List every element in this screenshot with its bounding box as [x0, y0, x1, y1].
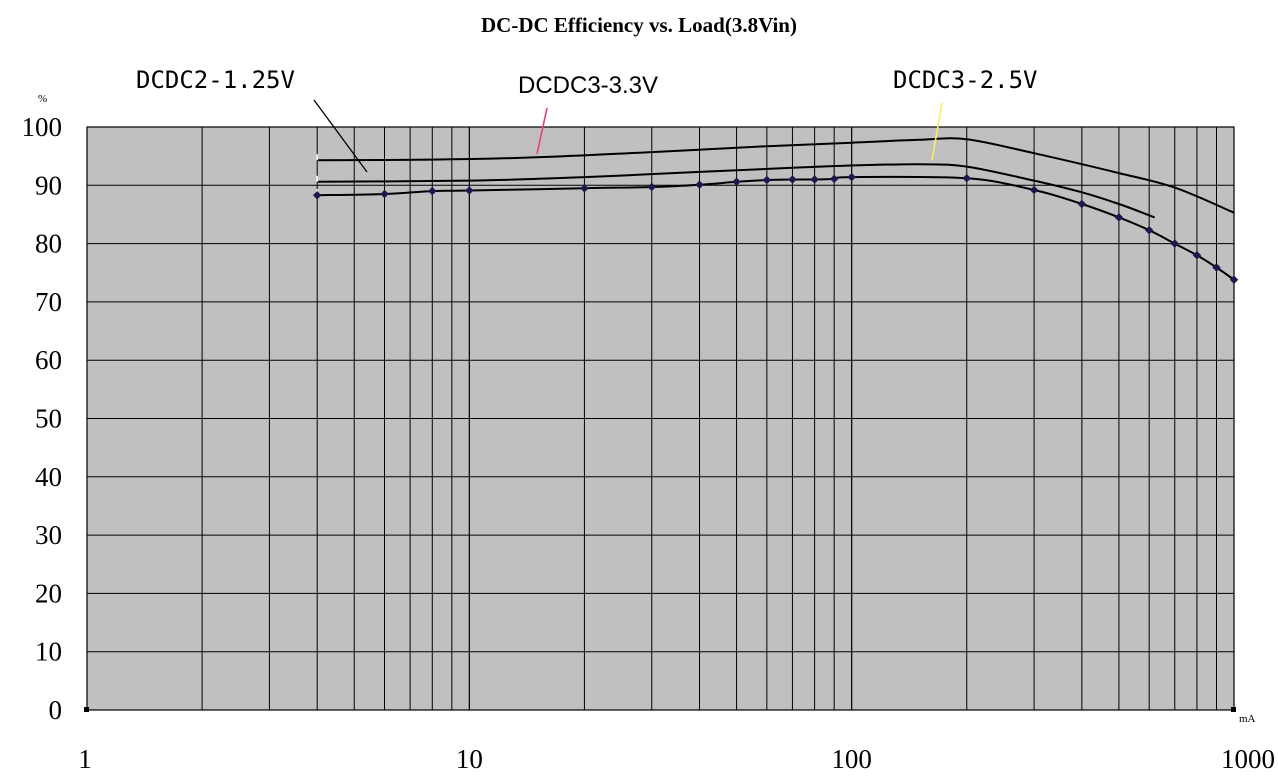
y-tick-label: 70 — [35, 287, 62, 317]
series-line-dcdc2-1.25v — [317, 175, 1235, 281]
callout-leader-dcdc2 — [313, 99, 368, 173]
y-axis-ticks: 0 10 20 30 40 50 60 70 80 90 100 — [22, 112, 63, 725]
data-point — [380, 189, 389, 199]
y-tick-label: 30 — [35, 520, 62, 550]
callout-leader-dcdc3-2.5v — [931, 102, 943, 161]
y-tick-label: 20 — [35, 578, 62, 608]
y-tick-label: 50 — [35, 404, 62, 434]
series-label-dcdc2-1.25v: DCDC2-1.25V — [136, 66, 295, 94]
y-tick-label: 100 — [22, 112, 63, 142]
y-tick-label: 80 — [35, 229, 62, 259]
x-axis-ticks: 1 10 100 1000 — [78, 744, 1275, 774]
y-tick-label: 10 — [35, 637, 62, 667]
x-tick-label: 1 — [78, 744, 92, 774]
series-label-dcdc3-2.5v: DCDC3-2.5V — [893, 66, 1038, 94]
data-point — [1212, 263, 1221, 272]
series-line-dcdc3-3.3v — [317, 137, 1235, 214]
data-point — [428, 186, 437, 196]
grid — [87, 127, 1234, 710]
y-tick-label: 90 — [35, 170, 62, 200]
series-line-dcdc3-2.5v — [317, 163, 1155, 219]
y-tick-label: 0 — [49, 695, 63, 725]
callout-leader-dcdc3-3.3v — [536, 107, 548, 155]
y-tick-label: 40 — [35, 462, 62, 492]
axis-origin-marker — [84, 707, 89, 712]
axis-end-marker — [1231, 707, 1236, 712]
series-label-dcdc3-3.3v: DCDC3-3.3V — [518, 72, 658, 99]
data-point — [312, 190, 322, 200]
x-tick-label: 10 — [456, 744, 483, 774]
x-axis-label: mA — [1239, 713, 1256, 725]
x-tick-label: 100 — [831, 744, 872, 774]
data-point — [465, 186, 474, 195]
y-tick-label: 60 — [35, 345, 62, 375]
x-tick-label: 1000 — [1221, 744, 1275, 774]
data-point — [1229, 275, 1239, 284]
y-axis-label: % — [38, 93, 47, 105]
plot-area — [84, 126, 1236, 712]
chart-title: DC-DC Efficiency vs. Load(3.8Vin) — [481, 13, 797, 37]
